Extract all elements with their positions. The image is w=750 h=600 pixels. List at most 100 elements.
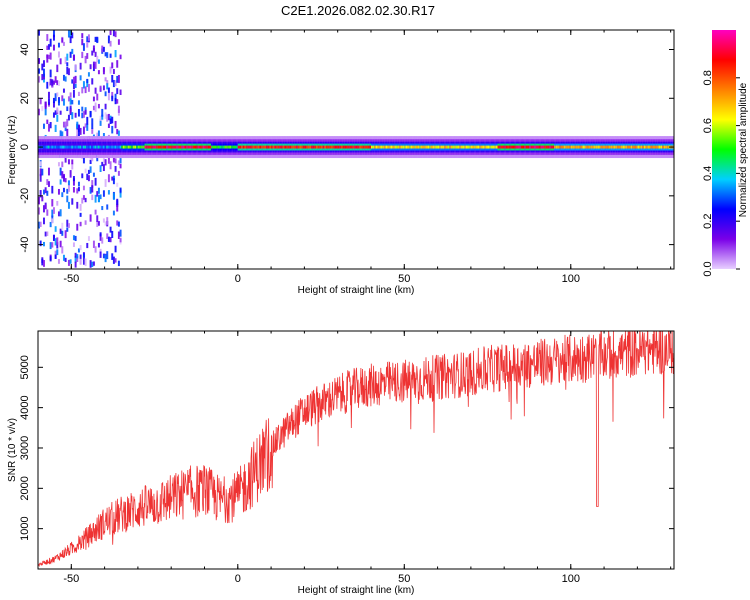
heatmap-cell (116, 88, 119, 95)
heatmap-cell (106, 83, 109, 90)
heatmap-cell (102, 253, 105, 259)
heatmap-cell (72, 242, 75, 247)
heatmap-cell (107, 92, 110, 101)
heatmap-cell (82, 257, 85, 265)
heatmap-cell (74, 255, 77, 263)
heatmap-cell (87, 72, 90, 77)
heatmap-y-tick-label: 20 (19, 92, 31, 104)
heatmap-cell (97, 221, 100, 226)
heatmap-cell (405, 145, 408, 149)
heatmap-cell (51, 145, 54, 149)
heatmap-cell (659, 145, 661, 149)
heatmap-cell (425, 145, 428, 149)
heatmap-cell (550, 145, 553, 149)
heatmap-cell (96, 93, 99, 101)
heatmap-cell (469, 145, 472, 149)
heatmap-cell (41, 196, 44, 202)
heatmap-cell (71, 198, 74, 205)
heatmap-cell (49, 52, 52, 60)
heatmap-cell (66, 106, 69, 112)
heatmap-cell (114, 31, 117, 38)
heatmap-cell (370, 145, 373, 149)
heatmap-cell (602, 145, 605, 149)
heatmap-cell (356, 145, 358, 149)
heatmap-cell (114, 93, 117, 102)
heatmap-cell (117, 170, 120, 176)
heatmap-cell (69, 259, 72, 264)
heatmap-cell (92, 240, 95, 248)
heatmap-cell (239, 145, 242, 149)
heatmap-cell (552, 145, 555, 149)
heatmap-y-tick-label: 40 (19, 43, 31, 55)
heatmap-cell (99, 194, 102, 200)
heatmap-cell (109, 69, 112, 74)
heatmap-cell (607, 145, 610, 149)
heatmap-cell (38, 30, 40, 36)
colorbar-tick-label: 0.2 (702, 214, 714, 229)
heatmap-cell (450, 145, 453, 149)
heatmap-cell (337, 145, 340, 149)
heatmap-cell (104, 221, 107, 226)
heatmap-cell (102, 85, 105, 91)
heatmap-cell (92, 145, 95, 149)
heatmap-cell (92, 105, 95, 111)
heatmap-cell (529, 145, 532, 149)
heatmap-cell (56, 145, 59, 149)
heatmap-cell (101, 108, 104, 117)
heatmap-cell (352, 145, 355, 149)
heatmap-cell (494, 145, 497, 149)
heatmap-cell (71, 163, 74, 170)
heatmap-cell (57, 51, 60, 58)
heatmap-cell (111, 74, 114, 83)
heatmap-cell (61, 161, 64, 168)
heatmap-cell (332, 145, 335, 149)
snr-x-tick-label: -50 (63, 573, 79, 585)
heatmap-cell (176, 145, 179, 149)
heatmap-cell (41, 74, 44, 81)
heatmap-cell (46, 209, 49, 216)
heatmap-cell (444, 145, 447, 149)
snr-x-tick-label: 50 (398, 573, 410, 585)
heatmap-cell (67, 159, 70, 165)
heatmap-cell (304, 145, 307, 149)
heatmap-cell (302, 145, 305, 149)
heatmap-cell (351, 145, 353, 149)
heatmap-cell (665, 145, 668, 149)
heatmap-cell (76, 129, 79, 136)
heatmap-cell (66, 66, 69, 75)
heatmap-cell (112, 69, 115, 74)
heatmap-cell (62, 145, 65, 149)
heatmap-cell (234, 145, 237, 149)
heatmap-cell (336, 145, 338, 149)
heatmap-cell (61, 230, 64, 236)
heatmap-cell (61, 246, 64, 254)
heatmap-cell (132, 145, 135, 149)
heatmap-cell (615, 145, 618, 149)
heatmap-cell (41, 168, 44, 176)
heatmap-cell (119, 187, 122, 193)
heatmap-y-tick-label: 0 (19, 144, 31, 150)
heatmap-cell (62, 41, 65, 46)
heatmap-cell (577, 145, 580, 149)
heatmap-cell (59, 110, 62, 115)
heatmap-cell (650, 145, 653, 149)
heatmap-cell (51, 79, 54, 86)
heatmap-cell (237, 145, 240, 149)
heatmap-cell (544, 145, 547, 149)
heatmap-cell (166, 145, 169, 149)
heatmap-cell (97, 187, 100, 194)
heatmap-cell (357, 145, 360, 149)
heatmap-cell (589, 145, 592, 149)
heatmap-cell (117, 221, 120, 227)
heatmap-cell (435, 145, 438, 149)
heatmap-cell (114, 258, 117, 263)
heatmap-cell (106, 114, 109, 122)
heatmap-cell (464, 145, 467, 149)
heatmap-cell (499, 145, 502, 149)
heatmap-cell (359, 145, 362, 149)
heatmap-cell (44, 101, 47, 108)
heatmap-cell (311, 145, 314, 149)
heatmap-cell (72, 89, 75, 98)
heatmap-cell (654, 145, 656, 149)
heatmap-cell (81, 87, 84, 94)
